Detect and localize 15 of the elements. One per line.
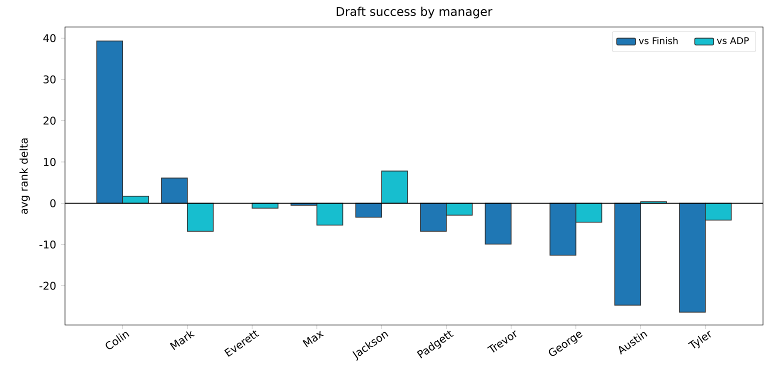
y-tick-label: 10 — [44, 158, 56, 166]
y-tick-label: -10 — [39, 240, 56, 249]
y-tick-label: -20 — [39, 282, 56, 290]
x-tick-label: Colin — [106, 332, 130, 350]
legend-label: vs Finish — [638, 37, 678, 44]
y-tick-label: 30 — [44, 75, 56, 84]
chart-title: Draft success by manager — [336, 6, 492, 18]
x-tick-label: Tyler — [688, 330, 711, 348]
y-tick-label: 40 — [43, 34, 56, 42]
x-tick-label: Max — [302, 330, 324, 348]
y-axis-title: avg rank delta — [20, 138, 30, 214]
legend-label: vs ADP — [716, 37, 749, 44]
y-tick-label: 20 — [44, 116, 56, 125]
bar — [484, 202, 512, 245]
y-tick-label: 0 — [50, 199, 56, 208]
